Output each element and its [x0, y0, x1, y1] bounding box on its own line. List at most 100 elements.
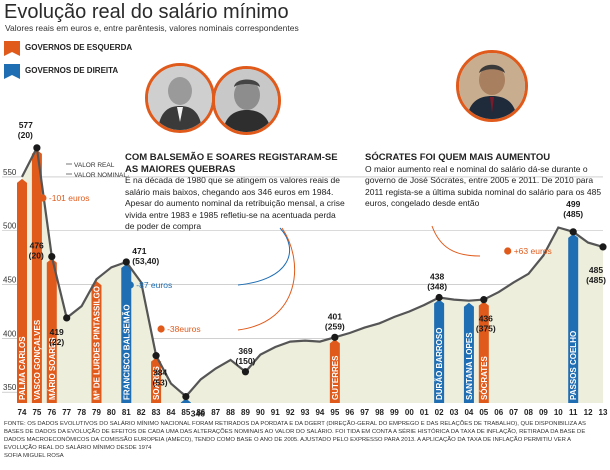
person-portrait-icon: [148, 66, 212, 130]
government-bar: [31, 149, 42, 403]
x-tick-label: 96: [345, 408, 354, 417]
data-point: [33, 144, 41, 152]
real-value-label: 499: [566, 199, 580, 209]
real-value-label: 438: [430, 271, 444, 281]
data-point: [182, 392, 190, 401]
x-tick-label: 97: [360, 408, 369, 417]
x-tick-label: 01: [420, 408, 429, 417]
nominal-value-label: (150): [236, 356, 256, 366]
nominal-value-label: (485): [563, 209, 583, 219]
government-bar: [329, 339, 340, 403]
x-tick-label: 92: [286, 408, 295, 417]
government-bar: [46, 258, 57, 403]
portrait-soares: [212, 66, 281, 135]
nominal-value-label: (20): [29, 251, 44, 261]
change-dot-icon: [504, 247, 512, 255]
x-tick-label: 87: [211, 408, 220, 417]
x-tick-label: 79: [92, 408, 101, 417]
data-point: [569, 228, 577, 236]
real-value-label: 471: [132, 246, 146, 256]
x-tick-label: 85: [181, 408, 190, 417]
wage-chart: 350 400 450 500 550 PALMA CARLOS VASCO GONÇAL…: [2, 120, 608, 420]
x-tick-label: 78: [77, 408, 86, 417]
legend-right-governments: GOVERNOS DE DIREITA: [4, 64, 118, 79]
data-point: [599, 243, 607, 251]
y-tick-label: 500: [3, 222, 17, 231]
connector-orange: [431, 225, 481, 257]
data-point: [48, 252, 56, 261]
blue-flag-icon: [4, 64, 20, 79]
x-tick-label: 98: [375, 408, 384, 417]
key-real-label: VALOR REAL: [74, 162, 115, 169]
nominal-value-label: (20): [18, 130, 33, 140]
socrates-note-heading: SÓCRATES FOI QUEM MAIS AUMENTOU: [365, 152, 551, 163]
portrait-balsemao: [145, 63, 215, 133]
real-value-label: 384: [153, 368, 167, 378]
connector-orange: [237, 227, 295, 331]
value-key: VALOR REAL VALOR NOMINAL: [66, 162, 127, 179]
government-bar-label: PASSOS COELHO: [569, 331, 578, 400]
data-point: [152, 352, 160, 360]
x-tick-label: 08: [524, 408, 533, 417]
government-bar: [478, 301, 489, 403]
socrates-note: SÓCRATES FOI QUEM MAIS AUMENTOU O maior …: [365, 152, 605, 210]
government-bar-label: VASCO GONÇALVES: [33, 319, 42, 400]
nominal-value-label: (348): [427, 281, 447, 291]
annotation-connectors: [237, 225, 481, 331]
government-bar: [17, 178, 27, 403]
change-dot-icon: [157, 325, 165, 333]
government-bar-label: PALMA CARLOS: [18, 336, 27, 400]
x-tick-label: 99: [390, 408, 399, 417]
government-bar: [121, 263, 132, 403]
crisis-note-body: É na década de 1980 que se atingem os va…: [125, 175, 345, 231]
person-portrait-icon: [215, 69, 278, 132]
x-tick-label: 77: [62, 408, 71, 417]
x-tick-label: 89: [241, 408, 250, 417]
real-value-area: [22, 147, 603, 403]
nominal-value-label: (22): [49, 337, 64, 347]
real-value-label: 369: [238, 346, 252, 356]
x-tick-label: 81: [122, 408, 131, 417]
change-label: +63 euros: [514, 246, 552, 256]
connector-blue: [237, 227, 290, 286]
data-point: [122, 258, 130, 266]
x-tick-label: 09: [539, 408, 548, 417]
y-tick-label: 400: [3, 329, 17, 338]
legend-left-label: GOVERNOS DE ESQUERDA: [25, 43, 133, 52]
change-label: -87 euros: [136, 280, 172, 290]
real-value-label: 401: [328, 311, 342, 321]
crisis-note-heading: COM BALSEMÃO E SOARES REGISTARAM-SE AS M…: [125, 152, 338, 175]
government-bar: [151, 357, 162, 403]
x-tick-label: 05: [479, 408, 488, 417]
x-tick-label: 00: [405, 408, 414, 417]
real-value-label: 577: [19, 120, 33, 130]
government-bar: [568, 233, 579, 403]
crisis-note: COM BALSEMÃO E SOARES REGISTARAM-SE AS M…: [125, 152, 347, 233]
government-bar-label: FRANCISCO BALSEMÃO: [122, 304, 131, 400]
real-value-label: 485: [589, 265, 603, 275]
government-bar-label: SÓCRATES: [480, 355, 489, 400]
x-tick-label: 74: [18, 408, 27, 417]
value-labels: 577(20)476(20)419(22)471(53,40)384(53)34…: [18, 120, 606, 420]
government-bar-label: CAVACO: [182, 367, 191, 400]
x-tick-label: 91: [271, 408, 280, 417]
x-tick-label: 75: [32, 408, 41, 417]
nominal-value-label: (53): [153, 378, 168, 388]
x-tick-label: 94: [315, 408, 324, 417]
x-tick-label: 06: [494, 408, 503, 417]
x-axis-ticks: 74 75 76 77 78 79 80 81 82 83 84 85 86 87 88 89 90 91 92 93…: [18, 408, 608, 417]
y-tick-label: 550: [3, 168, 17, 177]
government-bar-label: SANTANA LOPES: [465, 332, 474, 400]
change-dot-icon: [126, 281, 134, 289]
x-tick-label: 12: [584, 408, 593, 417]
x-tick-label: 13: [599, 408, 608, 417]
x-tick-label: 02: [435, 408, 444, 417]
x-tick-label: 95: [330, 408, 339, 417]
chart-subtitle: Valores reais em euros e, entre parêntes…: [5, 23, 299, 33]
x-tick-label: 04: [464, 408, 473, 417]
portrait-socrates: [456, 50, 528, 122]
real-value-label: 346: [191, 409, 205, 419]
data-point: [331, 333, 339, 341]
x-tick-label: 10: [554, 408, 563, 417]
person-portrait-icon: [459, 53, 525, 119]
